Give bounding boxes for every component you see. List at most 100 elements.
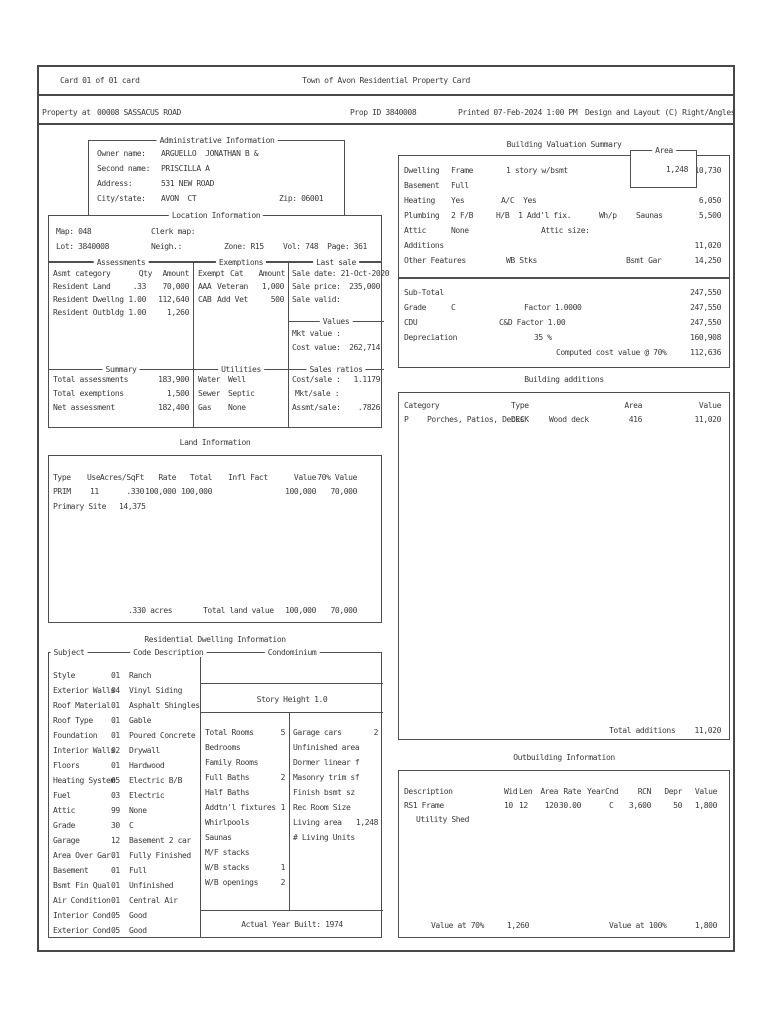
clerk-map: Clerk map: <box>151 227 196 236</box>
add-type-code: DECK <box>511 415 529 424</box>
table-row: Rec Room Size <box>289 803 383 815</box>
summary-title: Summary <box>102 365 140 374</box>
table-row: Grade 30 C <box>49 821 200 833</box>
assessments-column: Assessments Asmt category Qty Amount Resid… <box>49 258 193 427</box>
room-label: Addtn'l fixtures <box>205 803 276 812</box>
land-h-infl: Infl Fact <box>228 473 268 482</box>
utility-value: None <box>228 403 246 412</box>
table-row: Computed cost value @ 70% 112,636 <box>399 348 729 360</box>
table-row: Bsmt Fin Qual 01 Unfinished <box>49 881 200 893</box>
table-row: Roof Material 01 Asphalt Shingles <box>49 701 200 713</box>
sub-c3: Computed cost value @ 70% <box>556 348 667 357</box>
description: Electric <box>129 791 165 800</box>
ob-h-depr: Depr <box>664 787 682 796</box>
ob-h-year: Year <box>587 787 605 796</box>
building-additions-box: Category Type Area Value P Porches, Patios, … <box>398 392 730 740</box>
ob-h-desc: Description <box>404 787 453 796</box>
table-row: Resident Land .33 70,000 <box>49 282 193 294</box>
table-row: Resident Dwellng 1.00 112,640 <box>49 295 193 307</box>
description: Hardwood <box>129 761 165 770</box>
assess-qty: 1.00 <box>128 308 146 317</box>
land-h-type: Type <box>53 473 71 482</box>
ob-cnd: C <box>609 801 614 810</box>
add-h-category: Category <box>404 401 440 410</box>
mkt-sale-row: Mkt/sale : <box>289 389 383 401</box>
story-height-strip: Story Height 1.0 <box>201 684 383 713</box>
value-at-70: 1,260 <box>506 921 529 930</box>
summary-value: 183,900 <box>158 375 189 384</box>
table-row: Sewer Septic <box>194 389 288 401</box>
description: Good <box>129 926 147 935</box>
add-value: 11,020 <box>694 415 722 424</box>
subject: Interior Cond <box>53 911 111 920</box>
land-information-box: Type Use Acres/SqFt Rate Total Infl Fact Value… <box>48 455 382 623</box>
room-label: Living area <box>293 818 342 827</box>
table-row: Foundation 01 Poured Concrete <box>49 731 200 743</box>
card-title: Town of Avon Residential Property Card <box>302 76 470 85</box>
primary-site-row: Primary Site 14,375 <box>49 502 381 514</box>
land-h-value: Value <box>293 473 316 482</box>
ob-len: 12 <box>519 801 528 810</box>
table-row: AAA Veteran 1,000 <box>194 282 288 294</box>
val-c4: Wh/p <box>599 211 617 220</box>
description: Fully Finished <box>129 851 191 860</box>
val-label: Heating <box>404 196 435 205</box>
land-rate: 100,000 <box>145 487 176 496</box>
ob-area: 120 <box>544 801 559 810</box>
table-row: Air Condition 01 Central Air <box>49 896 200 908</box>
exemptions-header: Exempt Cat Amount <box>194 269 288 281</box>
room-label: # Living Units <box>293 833 355 842</box>
total-acres: .330 acres <box>128 606 173 615</box>
valuation-title: Building Valuation Summary <box>506 140 622 149</box>
header-rule-1 <box>39 94 733 96</box>
table-row: Garage cars 2 <box>289 728 383 740</box>
property-at-label: Property at <box>42 108 91 117</box>
second-name-label: Second name: <box>97 164 150 173</box>
table-row: Resident Outbldg 1.00 1,260 <box>49 308 193 320</box>
description: Basement 2 car <box>129 836 191 845</box>
code: 01 <box>111 671 120 680</box>
assess-amount: 70,000 <box>162 282 190 291</box>
subject: Area Over Gar. <box>53 851 115 860</box>
location-information-title: Location Information <box>168 211 264 220</box>
prop-id: Prop ID 3840008 <box>350 108 417 117</box>
ob-h-cnd: Cnd <box>605 787 619 796</box>
table-row: # Living Units <box>289 833 383 845</box>
val-label: Attic <box>404 226 427 235</box>
add-area: 416 <box>628 415 643 424</box>
table-row: Family Rooms <box>201 758 289 770</box>
additions-header: Category Type Area Value <box>399 401 729 413</box>
ob-rcn: 3,600 <box>628 801 651 810</box>
description: Central Air <box>129 896 178 905</box>
subject-col-title: Subject <box>50 648 88 657</box>
owner-label: Owner name: <box>97 149 146 158</box>
val-c2: Frame <box>451 166 474 175</box>
room-label: Family Rooms <box>205 758 258 767</box>
land-h-total: Total <box>189 473 212 482</box>
table-row: Living area 1,248 <box>289 818 383 830</box>
land-use: 11 <box>90 487 99 496</box>
description: Ranch <box>129 671 152 680</box>
table-row: Other Features WB Stks Bsmt Gar 14,250 <box>399 256 729 268</box>
table-row: Exterior Walls 04 Vinyl Siding <box>49 686 200 698</box>
printed-timestamp: Printed 07-Feb-2024 1:00 PM <box>458 108 578 117</box>
description: Asphalt Shingles <box>129 701 200 710</box>
add-code: P <box>404 415 409 424</box>
cost-sale-row: Cost/sale : 1.1179 <box>289 375 383 387</box>
table-row: Grade C Factor 1.0000 247,550 <box>399 303 729 315</box>
sub-amount: 160,908 <box>690 333 721 342</box>
area-label: Area <box>652 146 676 155</box>
description: Full <box>129 866 147 875</box>
exempt-code: CAB <box>198 295 212 304</box>
code: 05 <box>111 911 120 920</box>
table-row: Gas None <box>194 403 288 415</box>
table-row: Addtn'l fixtures 1 <box>201 803 289 815</box>
table-row: Attic None Attic size: <box>399 226 729 238</box>
sub-c2: C <box>451 303 456 312</box>
land-header: Type Use Acres/SqFt Rate Total Infl Fact Value… <box>49 473 381 485</box>
ob-h-rate: Rate <box>563 787 581 796</box>
assess-h1: Asmt category <box>53 269 111 278</box>
code: 01 <box>111 716 120 725</box>
utilities-separator: Utilities <box>194 365 289 374</box>
